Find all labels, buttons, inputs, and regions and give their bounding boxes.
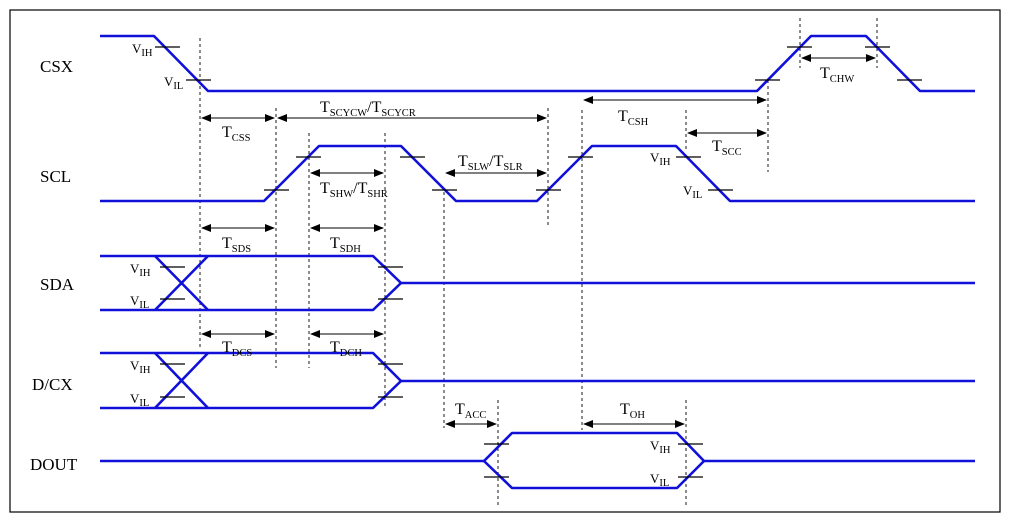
vih-label: VIH [132, 41, 153, 59]
tsdh-label: TSDH [330, 235, 361, 255]
vih-label: VIH [130, 261, 151, 279]
vil-label: VIL [130, 391, 149, 409]
tdch-label: TDCH [330, 339, 362, 359]
csx-waveform [100, 34, 975, 93]
vil-label: VIL [164, 74, 183, 92]
toh-label: TOH [620, 401, 645, 421]
signal-label-csx: CSX [40, 57, 73, 76]
dcx-waveform-high [100, 351, 975, 383]
tcsh-label: TCSH [618, 108, 649, 128]
vil-label: VIL [130, 293, 149, 311]
signal-label-dcx: D/CX [32, 375, 73, 394]
dout-waveform-high [100, 431, 975, 463]
tslw-label: TSLW/TSLR [458, 153, 523, 173]
signal-label-sda: SDA [40, 275, 75, 294]
vil-label: VIL [650, 471, 669, 489]
tdcs-label: TDCS [222, 339, 252, 359]
tacc-label: TACC [455, 401, 486, 421]
vil-label: VIL [683, 183, 702, 201]
tscyc-label: TSCYCW/TSCYCR [320, 99, 416, 119]
sda-cross [154, 255, 209, 311]
signal-label-dout: DOUT [30, 455, 78, 474]
vih-label: VIH [130, 358, 151, 376]
sda-waveform-high [100, 254, 975, 285]
tcss-label: TCSS [222, 124, 251, 144]
tshw-label: TSHW/TSHR [320, 180, 388, 200]
signal-label-scl: SCL [40, 167, 71, 186]
vih-label: VIH [650, 438, 671, 456]
tsds-label: TSDS [222, 235, 251, 255]
vih-label: VIH [650, 150, 671, 168]
diagram-frame [9, 9, 1001, 513]
tchw-label: TCHW [820, 65, 854, 85]
scl-waveform [100, 144, 975, 203]
dout-waveform-low [483, 460, 705, 490]
dcx-cross [154, 352, 209, 409]
tscc-label: TSCC [712, 138, 742, 158]
